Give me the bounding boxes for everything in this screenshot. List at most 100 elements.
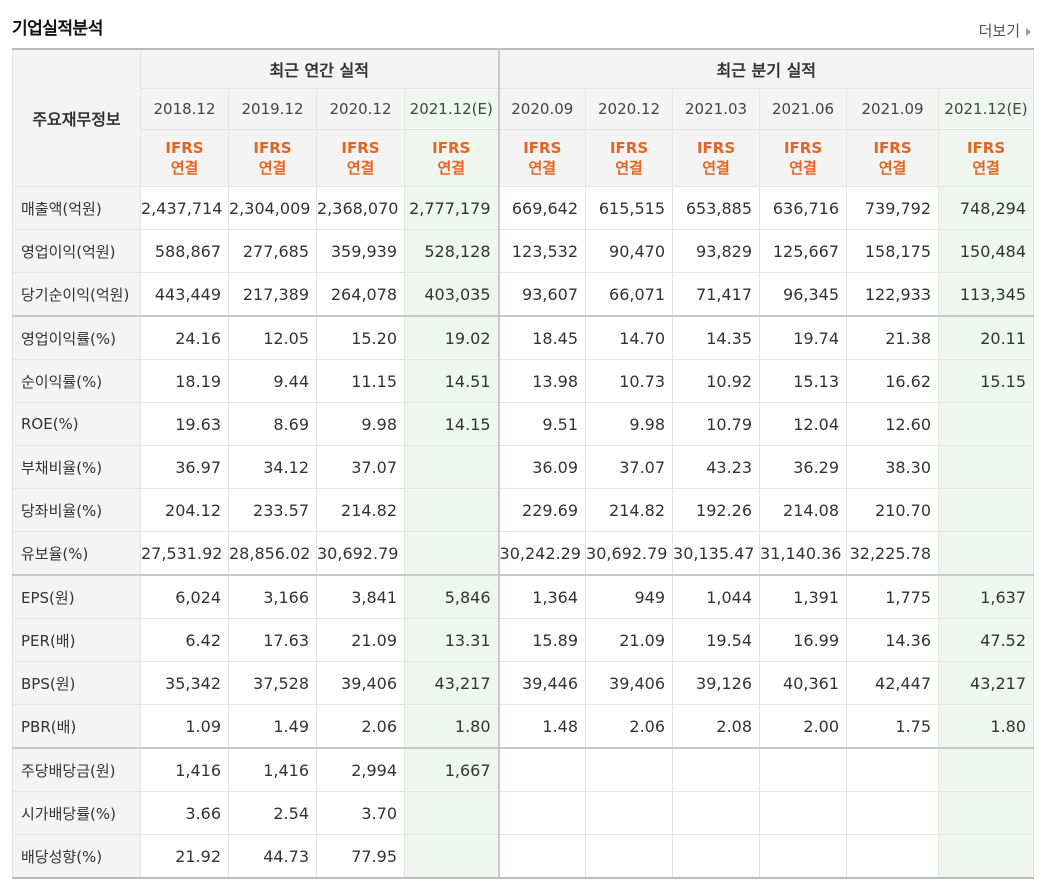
table-cell: 30,692.79 [585,531,674,576]
table-cell: 669,642 [497,186,587,230]
table-cell: 2,368,070 [316,186,405,230]
table-row: 주당배당금(원) 1,416 1,416 2,994 1,667 [12,747,1035,792]
table-cell: 8.69 [228,402,317,446]
more-label: 더보기 [978,22,1020,40]
consolidated-label: 연결 [346,159,375,177]
table-cell [497,834,587,879]
table-row: 매출액(억원) 2,437,714 2,304,009 2,368,070 2,777,… [12,186,1035,230]
table-cell: 66,071 [585,272,674,317]
table-cell [672,791,761,835]
ifrs-badge: IFRS 연결 [938,129,1035,187]
table-cell: 14.36 [846,618,940,662]
table-cell: 19.02 [403,315,500,360]
table-cell: 277,685 [228,229,317,273]
table-cell: 9.98 [316,402,405,446]
period-header: 2021.09 [846,88,940,130]
table-cell: 5,846 [403,574,500,619]
consolidated-label: 연결 [878,159,907,177]
row-label: 당기순이익(억원) [12,272,141,317]
table-cell: 38.30 [846,445,940,489]
table-cell: 204.12 [140,488,229,532]
table-cell [403,531,500,576]
table-cell: 35,342 [140,661,229,705]
table-cell: 1,364 [497,574,587,619]
table-row: EPS(원) 6,024 3,166 3,841 5,846 1,364 949 1,044 1… [12,574,1035,619]
row-label: 유보율(%) [12,531,141,576]
table-cell: 403,035 [403,272,500,317]
table-cell [938,402,1035,446]
table-row: 순이익률(%) 18.19 9.44 11.15 14.51 13.98 10.73 10.9… [12,359,1035,403]
more-link[interactable]: 더보기 [979,20,1031,41]
table-cell: 17.63 [228,618,317,662]
row-label: 부채비율(%) [12,445,141,489]
financial-table: 주요재무정보 최근 연간 실적 최근 분기 실적 2018.12 2019.12 2… [12,48,1035,879]
table-cell [938,791,1035,835]
table-cell: 359,939 [316,229,405,273]
table-row: 시가배당률(%) 3.66 2.54 3.70 [12,791,1035,835]
table-cell [403,834,500,879]
table-cell: 123,532 [497,229,587,273]
table-cell: 93,829 [672,229,761,273]
row-label: 당좌비율(%) [12,488,141,532]
table-cell: 37,528 [228,661,317,705]
ifrs-badge: IFRS 연결 [846,129,940,187]
chevron-right-icon [1026,27,1031,36]
ifrs-label: IFRS [696,139,736,157]
table-cell: 40,361 [759,661,848,705]
consolidated-label: 연결 [437,159,466,177]
table-cell: 2,777,179 [403,186,500,230]
table-cell [585,791,674,835]
table-cell: 9.51 [497,402,587,446]
period-header: 2020.12 [316,88,405,130]
table-cell: 71,417 [672,272,761,317]
ifrs-badge: IFRS 연결 [140,129,229,187]
table-cell: 39,446 [497,661,587,705]
table-cell: 10.92 [672,359,761,403]
table-cell: 748,294 [938,186,1035,230]
table-cell: 739,792 [846,186,940,230]
table-cell: 43,217 [403,661,500,705]
table-cell [938,747,1035,792]
ifrs-label: IFRS [783,139,823,157]
table-cell: 443,449 [140,272,229,317]
table-cell: 12.04 [759,402,848,446]
table-cell: 39,406 [585,661,674,705]
table-cell: 1.80 [403,704,500,749]
table-cell: 233.57 [228,488,317,532]
table-row: 배당성향(%) 21.92 44.73 77.95 [12,834,1035,879]
table-cell [403,445,500,489]
table-cell: 1.48 [497,704,587,749]
section-title: 기업실적분석 [12,19,103,39]
table-cell: 9.44 [228,359,317,403]
ifrs-label: IFRS [253,139,292,157]
table-cell: 1,775 [846,574,940,619]
table-row: BPS(원) 35,342 37,528 39,406 43,217 39,446 39,4… [12,661,1035,705]
table-cell: 31,140.36 [759,531,848,576]
period-header: 2021.03 [672,88,761,130]
table-cell: 24.16 [140,315,229,360]
table-cell: 122,933 [846,272,940,317]
table-cell: 11.15 [316,359,405,403]
table-cell: 214.82 [316,488,405,532]
table-cell [759,791,848,835]
table-cell: 125,667 [759,229,848,273]
table-cell: 653,885 [672,186,761,230]
table-cell: 1,416 [228,747,317,792]
table-cell: 3,166 [228,574,317,619]
consolidated-label: 연결 [615,159,643,177]
period-header: 2018.12 [140,88,229,130]
table-cell: 158,175 [846,229,940,273]
ifrs-badge: IFRS 연결 [228,129,317,187]
table-cell: 2.08 [672,704,761,749]
table-cell: 36.29 [759,445,848,489]
table-cell [585,834,674,879]
table-cell: 1.09 [140,704,229,749]
table-cell: 30,242.29 [497,531,587,576]
table-cell: 3,841 [316,574,405,619]
ifrs-label: IFRS [873,139,912,157]
table-cell [585,747,674,792]
period-header: 2020.09 [497,88,587,130]
table-cell: 949 [585,574,674,619]
table-cell [938,834,1035,879]
row-header-label: 주요재무정보 [12,48,141,187]
